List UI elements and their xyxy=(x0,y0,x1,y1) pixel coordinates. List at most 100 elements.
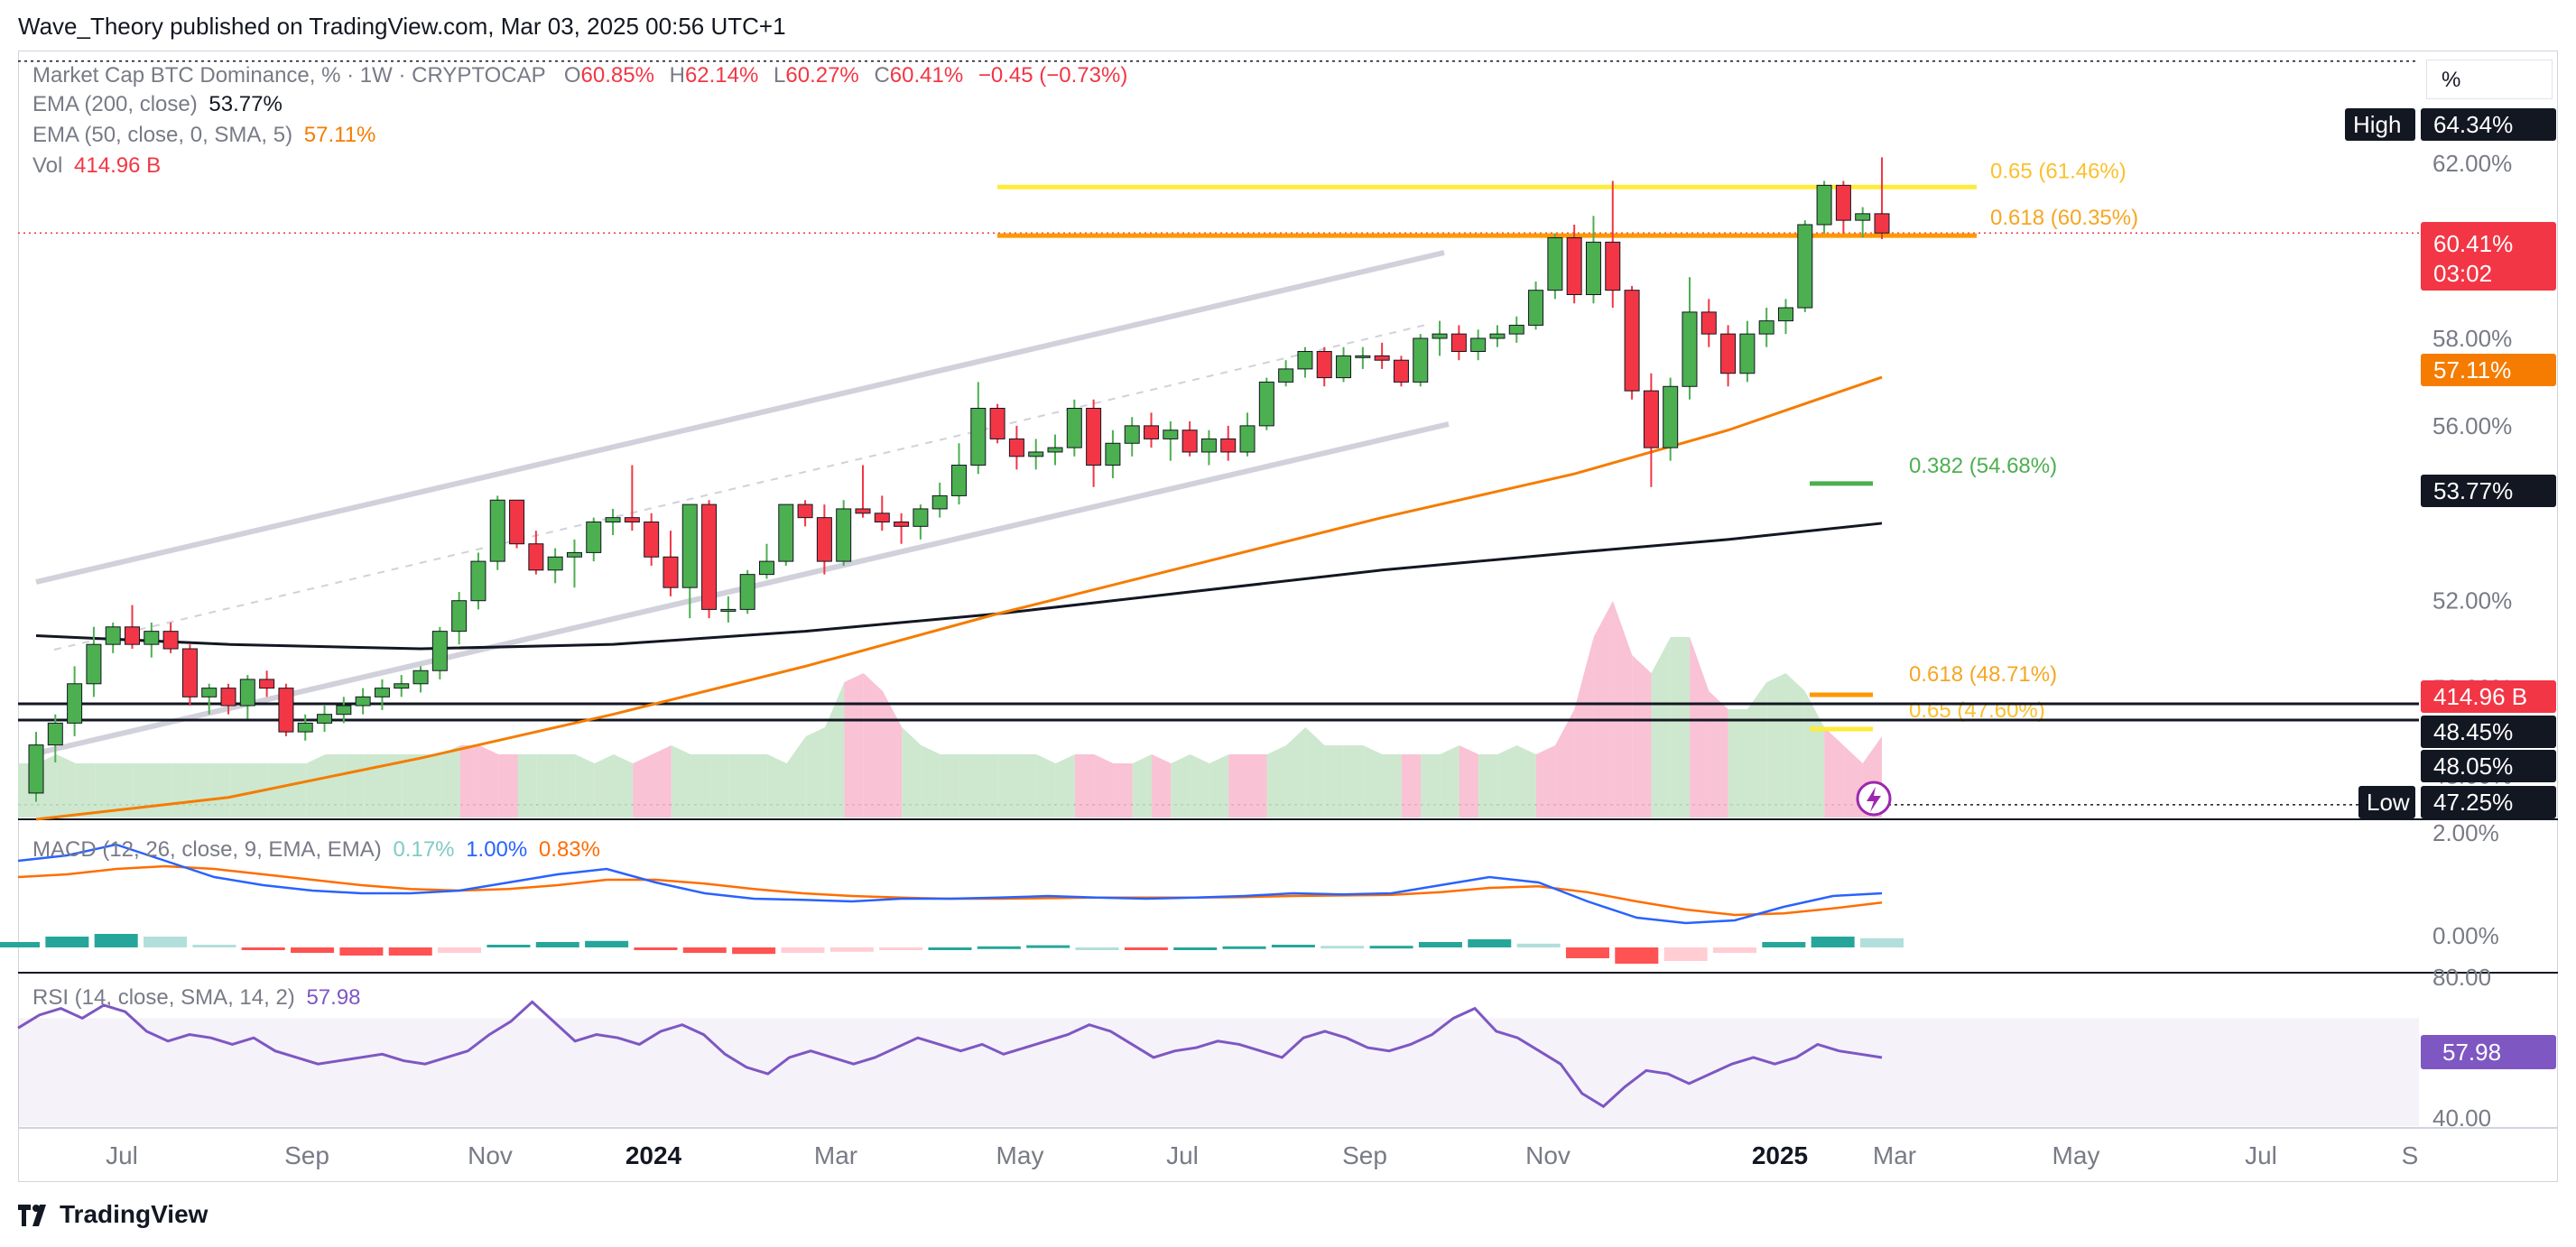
candle-body xyxy=(720,608,737,612)
fib-level-label-065: 0.65 (61.46%) xyxy=(1990,159,2127,183)
macd-histogram-bar xyxy=(1369,946,1413,949)
volume-area-segment xyxy=(1478,754,1498,817)
candle-body xyxy=(105,626,121,645)
price-label-text: 57.11% xyxy=(2433,356,2511,383)
candle-body xyxy=(816,517,832,562)
fib-level-label-0382: 0.382 (54.68%) xyxy=(1909,454,2057,478)
price-label-box xyxy=(2421,108,2556,141)
macd-histogram-bar xyxy=(1663,947,1708,961)
candle-body xyxy=(1105,442,1121,466)
candle-body xyxy=(181,648,198,697)
macd-histogram-bar xyxy=(829,947,874,952)
macd-histogram-bar xyxy=(928,947,972,950)
price-label-box xyxy=(2421,680,2556,713)
macd-histogram-bar xyxy=(1222,946,1266,949)
candle-body xyxy=(1124,425,1140,444)
candle-body xyxy=(855,508,871,514)
macd-hist-value: 0.17% xyxy=(393,837,455,862)
ema50-line xyxy=(35,375,1883,821)
series-legend: Market Cap BTC Dominance, % · 1W · CRYPT… xyxy=(32,63,1127,88)
volume-area-segment xyxy=(1612,601,1633,817)
chart-frame xyxy=(18,51,2558,1182)
volume-area-segment xyxy=(75,763,96,817)
candle-body xyxy=(374,688,390,697)
candle-body xyxy=(1489,333,1506,339)
price-label-box xyxy=(2421,786,2556,818)
candle-body xyxy=(394,683,410,689)
candle-body xyxy=(663,556,679,588)
macd-line-value: 1.00% xyxy=(466,837,528,862)
candle-body xyxy=(355,696,371,707)
macd-legend: MACD (12, 26, close, 9, EMA, EMA) 0.17% … xyxy=(32,837,600,863)
volume-area-segment xyxy=(209,763,230,817)
candle-body xyxy=(1874,213,1890,234)
y-axis-tick-label: 58.00% xyxy=(2432,325,2512,352)
price-label-countdown: 03:02 xyxy=(2433,260,2492,287)
candle-body xyxy=(1086,408,1102,466)
x-axis-tick-label: 2024 xyxy=(625,1141,682,1169)
volume-area-segment xyxy=(1785,673,1805,817)
x-axis-tick-label: S xyxy=(2402,1141,2419,1169)
rsi-axis-tick: 80.00 xyxy=(2432,964,2491,991)
macd-histogram-bar xyxy=(1320,946,1365,949)
ema200-value: 53.77% xyxy=(208,92,283,116)
macd-label: MACD (12, 26, close, 9, EMA, EMA) xyxy=(32,837,382,862)
series-title: Market Cap BTC Dominance, % · 1W · CRYPT… xyxy=(32,63,546,88)
candle-body xyxy=(1470,337,1487,353)
volume-area-segment xyxy=(267,763,288,817)
candle-body xyxy=(1566,237,1582,296)
macd-histogram-bar xyxy=(1271,945,1315,947)
volume-area-segment xyxy=(1305,727,1325,817)
candle-body xyxy=(913,508,929,527)
publisher-header: Wave_Theory published on TradingView.com… xyxy=(18,13,786,40)
candle-body xyxy=(1220,438,1237,453)
macd-histogram-bar xyxy=(1468,939,1512,947)
volume-area-segment xyxy=(498,754,518,817)
volume-area-segment xyxy=(1132,754,1153,817)
candle-body xyxy=(566,551,582,558)
macd-histogram-bar xyxy=(241,947,285,950)
volume-area-segment xyxy=(325,754,345,817)
volume-area-segment xyxy=(1228,754,1248,817)
macd-histogram-bar xyxy=(1565,947,1609,958)
volume-area-segment xyxy=(1209,754,1229,817)
x-axis-tick-label: Jul xyxy=(106,1141,138,1169)
candle-body xyxy=(336,705,352,716)
macd-histogram-bar xyxy=(1516,943,1561,947)
candle-body xyxy=(1758,320,1774,335)
price-label-tag-box xyxy=(2358,786,2415,818)
rsi-value: 57.98 xyxy=(306,985,361,1010)
candle-body xyxy=(547,556,563,571)
ema200-label: EMA (200, close) xyxy=(32,92,198,116)
macd-axis-tick: 0.00% xyxy=(2432,922,2499,949)
ema50-value: 57.11% xyxy=(303,123,376,147)
candle-body xyxy=(1528,290,1544,326)
macd-histogram-bar xyxy=(339,947,384,956)
candle-body xyxy=(1508,324,1524,335)
candle-body xyxy=(624,517,640,522)
price-label-box xyxy=(2421,354,2556,386)
volume-area-segment xyxy=(1401,754,1422,817)
candle-body xyxy=(1181,430,1198,453)
rsi-legend: RSI (14, close, SMA, 14, 2) 57.98 xyxy=(32,985,361,1011)
tradingview-logo-icon xyxy=(18,1204,52,1226)
volume-area-segment xyxy=(940,754,960,817)
volume-area-segment xyxy=(633,754,653,817)
candle-body xyxy=(317,714,333,724)
candle-body xyxy=(144,631,160,645)
x-axis-tick-label: Jul xyxy=(1166,1141,1199,1169)
scale-unit-button[interactable]: % xyxy=(2426,60,2553,99)
ohlc-high-value: 62.14% xyxy=(684,63,759,88)
volume-area-segment xyxy=(1152,754,1172,817)
candle-body xyxy=(1374,355,1390,361)
price-label-tag: Low xyxy=(2367,789,2410,816)
volume-area-segment xyxy=(844,673,864,817)
chart-canvas[interactable]: 0.65 (61.46%) 0.618 (60.35%) 0.382 (54.68%… xyxy=(0,0,2576,1200)
candle-body xyxy=(1355,355,1371,358)
volume-area-segment xyxy=(1247,754,1267,817)
candle-body xyxy=(1336,355,1352,379)
volume-area-segment xyxy=(153,763,172,817)
price-label-text: 64.34% xyxy=(2433,111,2513,138)
volume-area-segment xyxy=(1343,745,1364,817)
volume-area-segment xyxy=(1055,754,1075,817)
